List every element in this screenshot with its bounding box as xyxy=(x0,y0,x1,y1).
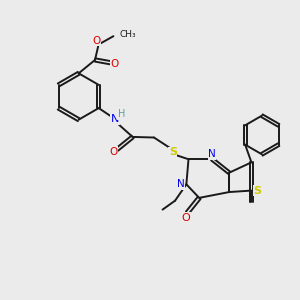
Text: S: S xyxy=(169,147,177,158)
Text: O: O xyxy=(111,59,119,69)
Text: O: O xyxy=(182,213,190,223)
Text: N: N xyxy=(177,179,185,189)
Text: N: N xyxy=(208,149,216,160)
Text: N: N xyxy=(111,114,119,124)
Text: O: O xyxy=(110,147,118,157)
Text: H: H xyxy=(118,109,125,119)
Text: O: O xyxy=(92,36,100,46)
Text: CH₃: CH₃ xyxy=(120,30,136,39)
Text: S: S xyxy=(254,186,261,196)
